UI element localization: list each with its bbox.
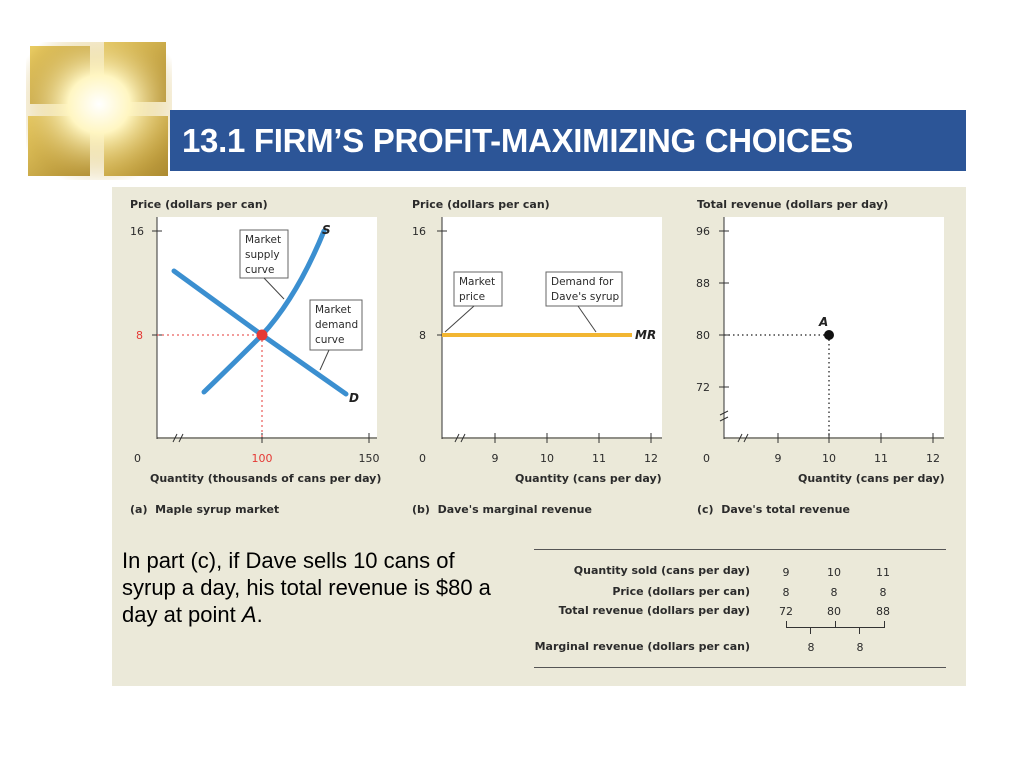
- page-title: 13.1 FIRM’S PROFIT-MAXIMIZING CHOICES: [182, 122, 853, 159]
- chart-a-xlabel: Quantity (thousands of cans per day): [150, 472, 381, 485]
- chart-c-ytick-label-72: 72: [696, 381, 710, 394]
- chart-b-axis-break: [454, 433, 466, 443]
- chart-a-demand-annotation-line2: demand: [315, 319, 358, 331]
- chart-b-market-price-line1: Market: [459, 276, 495, 288]
- chart-a-supply-annotation: Market supply curve: [245, 234, 284, 276]
- chart-c-ytick-label-80: 80: [696, 329, 710, 342]
- table-row-label-total-revenue: Total revenue (dollars per day): [558, 604, 750, 617]
- chart-c-xtick-label-0: 0: [703, 452, 710, 465]
- chart-a-demand-leader: [319, 349, 330, 371]
- table-cell-marginal-revenue-2: 8: [856, 641, 864, 654]
- chart-c: Total revenue (dollars per day) 96 88 80…: [696, 198, 945, 516]
- chart-a-supply-annotation-line2: supply: [245, 249, 280, 261]
- chart-a-demand-annotation-line1: Market: [315, 304, 351, 316]
- table-cell-total-revenue-2: 80: [827, 605, 841, 618]
- chart-a: Price (dollars per can) 16 8 0 100 150 S…: [130, 198, 381, 516]
- table-cell-price-3: 8: [879, 586, 887, 599]
- chart-b-xtick-label-10: 10: [540, 452, 554, 465]
- chart-b-demand-annotation: Demand for Dave's syrup: [551, 276, 620, 303]
- chart-a-s-label: S: [322, 223, 331, 237]
- chart-c-x-axis-break: [737, 433, 749, 443]
- chart-a-ylabel: Price (dollars per can): [130, 198, 268, 211]
- chart-b-market-price-box: [453, 271, 503, 307]
- table-cell-quantity-1: 9: [782, 566, 790, 579]
- caption-end: .: [256, 602, 263, 627]
- chart-a-supply-annotation-line1: Market: [245, 234, 281, 246]
- chart-a-supply-leader: [263, 277, 285, 300]
- chart-b-xlabel: Quantity (cans per day): [515, 472, 662, 485]
- chart-c-ytick-label-96: 96: [696, 225, 710, 238]
- figure-panel: Price (dollars per can) 16 8 0 100 150 S…: [112, 187, 966, 686]
- chart-c-xtick-label-12: 12: [926, 452, 940, 465]
- table-cell-quantity-2: 10: [827, 566, 841, 579]
- chart-b-ytick-label-16: 16: [412, 225, 426, 238]
- chart-a-ytick-label-16: 16: [130, 225, 144, 238]
- chart-b-xtick-label-9: 9: [492, 452, 499, 465]
- chart-b-xtick-label-11: 11: [592, 452, 606, 465]
- chart-c-xlabel: Quantity (cans per day): [798, 472, 945, 485]
- chart-b-ytick-label-8: 8: [419, 329, 426, 342]
- chart-a-xtick-label-100: 100: [252, 452, 273, 465]
- table-bracket-2-stem: [859, 628, 860, 634]
- chart-a-ytick-label-8: 8: [136, 329, 143, 342]
- table-bracket-1-stem: [810, 628, 811, 634]
- chart-c-point-a: [824, 330, 834, 340]
- chart-b-market-price-line2: price: [459, 291, 485, 303]
- chart-a-supply-annotation-line3: curve: [245, 264, 274, 276]
- table-cell-price-2: 8: [830, 586, 838, 599]
- chart-c-caption: (c) Dave's total revenue: [697, 503, 850, 516]
- chart-b-market-price-annotation: Market price: [459, 276, 498, 303]
- slide-caption: In part (c), if Dave sells 10 cans of sy…: [122, 547, 502, 628]
- chart-b-demand-box: [545, 271, 623, 307]
- caption-point-label: A: [241, 602, 257, 627]
- chart-b-demand-line1: Demand for: [551, 276, 614, 288]
- table-top-rule: [534, 549, 946, 550]
- title-bar: 13.1 FIRM’S PROFIT-MAXIMIZING CHOICES: [170, 110, 966, 171]
- table-bracket-2: [835, 621, 885, 628]
- table-bracket-1: [786, 621, 836, 628]
- chart-a-xtick-label-0: 0: [134, 452, 141, 465]
- chart-a-d-label: D: [349, 391, 359, 405]
- table-row-label-quantity: Quantity sold (cans per day): [573, 564, 750, 577]
- chart-b-xtick-label-12: 12: [644, 452, 658, 465]
- logo-icon: [26, 42, 172, 180]
- table-cell-price-1: 8: [782, 586, 790, 599]
- table-cell-total-revenue-3: 88: [876, 605, 890, 618]
- caption-text: In part (c), if Dave sells 10 cans of sy…: [122, 548, 491, 627]
- chart-a-demand-annotation: Market demand curve: [315, 304, 361, 346]
- chart-a-xtick-label-150: 150: [359, 452, 380, 465]
- chart-a-caption: (a) Maple syrup market: [130, 503, 279, 516]
- table-cell-total-revenue-1: 72: [779, 605, 793, 618]
- table-row-label-price: Price (dollars per can): [612, 585, 750, 598]
- revenue-table: Quantity sold (cans per day) 9 10 11 Pri…: [532, 545, 948, 673]
- chart-b-mr-label: MR: [635, 328, 656, 342]
- chart-c-y-axis-break: [719, 410, 729, 422]
- table-cell-marginal-revenue-1: 8: [807, 641, 815, 654]
- chart-b-ylabel: Price (dollars per can): [412, 198, 550, 211]
- charts-svg: Price (dollars per can) 16 8 0 100 150 S…: [130, 198, 945, 516]
- chart-c-xtick-label-11: 11: [874, 452, 888, 465]
- chart-b-plot-area: [442, 217, 662, 437]
- table-row-label-marginal-revenue: Marginal revenue (dollars per can): [534, 640, 750, 653]
- chart-b-demand-line2: Dave's syrup: [551, 291, 620, 303]
- chart-a-equilibrium-point: [256, 329, 268, 341]
- chart-a-supply-annotation-box: [239, 229, 289, 279]
- chart-b-caption: (b) Dave's marginal revenue: [412, 503, 592, 516]
- chart-a-demand-annotation-box: [309, 299, 363, 351]
- table-bottom-rule: [534, 667, 946, 668]
- table-cell-quantity-3: 11: [876, 566, 890, 579]
- chart-c-ytick-label-88: 88: [696, 277, 710, 290]
- chart-b-market-price-leader: [444, 305, 475, 333]
- chart-c-xtick-label-10: 10: [822, 452, 836, 465]
- chart-c-ylabel: Total revenue (dollars per day): [697, 198, 888, 211]
- chart-b-xtick-label-0: 0: [419, 452, 426, 465]
- chart-c-xtick-label-9: 9: [775, 452, 782, 465]
- chart-c-point-a-label: A: [818, 315, 828, 329]
- chart-b: Price (dollars per can) 16 8 0 9 10 11 1…: [412, 198, 662, 516]
- chart-c-plot-area: [724, 217, 944, 437]
- chart-a-axis-break: [172, 433, 184, 443]
- chart-a-demand-annotation-line3: curve: [315, 334, 344, 346]
- chart-b-demand-leader: [577, 305, 597, 333]
